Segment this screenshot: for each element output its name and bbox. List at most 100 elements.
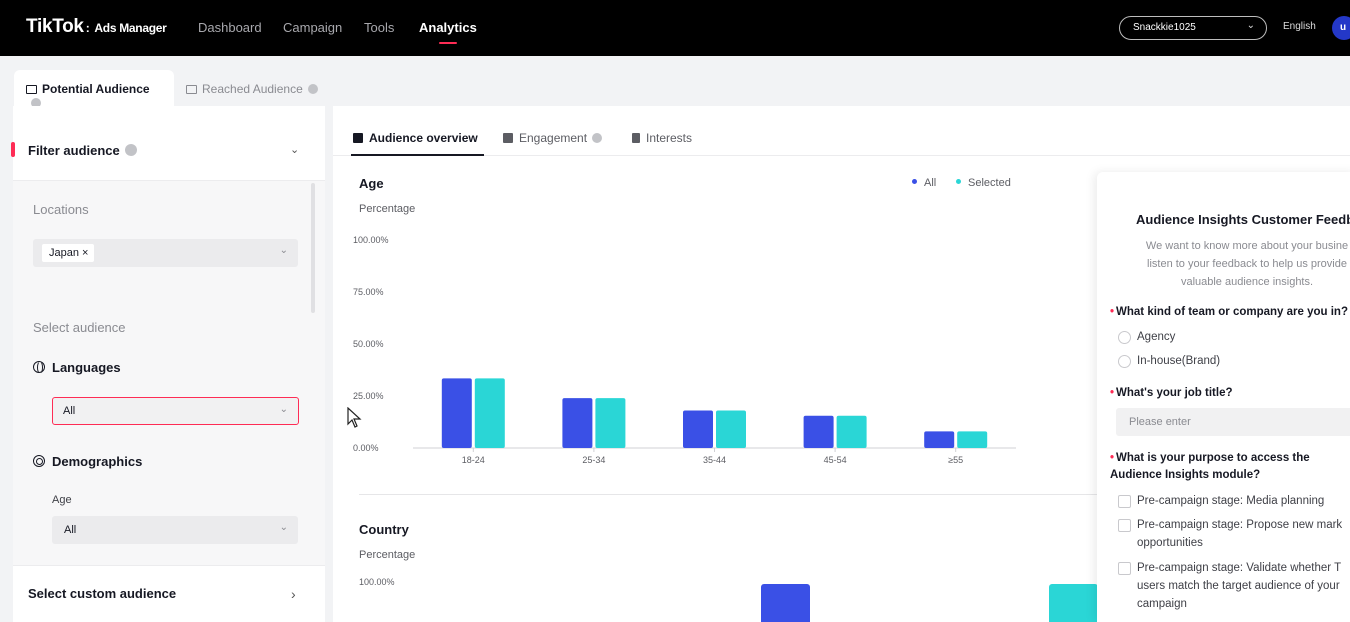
question-job-title: • What's your job title? [1110, 387, 1233, 399]
tab-engagement[interactable]: Engagement [503, 131, 603, 145]
checkbox-media-planning[interactable] [1118, 495, 1131, 508]
select-audience-label: Select audience [33, 320, 126, 335]
y-tick-label: 100.00% [353, 235, 389, 245]
bookmark-icon [632, 133, 640, 143]
country-ytick: 100.00% [359, 577, 395, 587]
locations-select[interactable]: Japan × ⌄ [33, 239, 298, 267]
account-name: Snackkie1025 [1133, 22, 1196, 33]
option-validate[interactable]: Pre-campaign stage: Validate whether T u… [1137, 562, 1341, 610]
job-title-input[interactable]: Please enter [1116, 408, 1350, 436]
nav-tools[interactable]: Tools [364, 20, 395, 35]
info-icon [31, 98, 41, 108]
avatar[interactable]: u [1332, 16, 1350, 40]
tab-label: Interests [646, 131, 693, 145]
option-media-planning[interactable]: Pre-campaign stage: Media planning [1137, 495, 1325, 507]
bar-selected-4 [957, 431, 988, 448]
filter-header[interactable]: Filter audience ⌄ [11, 106, 325, 181]
country-bar-selected [1049, 584, 1098, 622]
divider [359, 494, 1113, 495]
feedback-panel: Audience Insights Customer Feedb We want… [1097, 172, 1350, 622]
legend-dot [912, 179, 917, 184]
brand-name: TikTok [26, 16, 84, 37]
legend-dot [956, 179, 961, 184]
nav-campaign[interactable]: Campaign [283, 20, 343, 35]
tab-potential-audience[interactable]: Potential Audience [14, 70, 174, 108]
x-tick-label: 25-34 [582, 455, 605, 465]
scrollbar[interactable] [311, 183, 315, 313]
close-icon[interactable]: × [82, 247, 89, 259]
languages-value: All [63, 405, 76, 417]
locations-label: Locations [33, 202, 89, 217]
y-tick-label: 75.00% [353, 287, 384, 297]
video-icon [503, 133, 513, 143]
chevron-down-icon: ⌄ [1246, 20, 1255, 31]
radio-agency[interactable] [1118, 331, 1131, 344]
info-icon [592, 133, 603, 143]
checkbox-validate[interactable] [1118, 562, 1131, 575]
feedback-title: Audience Insights Customer Feedb [1136, 212, 1350, 227]
age-select[interactable]: All ⌄ [52, 516, 298, 544]
filter-title: Filter audience [28, 143, 137, 158]
audience-tabs: Potential Audience Reached Audience [0, 56, 1350, 108]
tab-label: Engagement [519, 131, 588, 145]
radio-inhouse[interactable] [1118, 355, 1131, 368]
brand-sub: Ads Manager [94, 21, 167, 35]
chevron-down-icon: ⌄ [279, 404, 288, 415]
bar-all-0 [441, 378, 472, 448]
feedback-description: We want to know more about your busine l… [1145, 240, 1349, 288]
languages-select[interactable]: All ⌄ [52, 397, 299, 425]
folder-icon [353, 133, 363, 143]
top-nav-bar: TikTok: Ads Manager Dashboard Campaign T… [0, 0, 1350, 56]
legend-selected[interactable]: Selected [956, 177, 1011, 189]
chevron-down-icon: ⌄ [279, 522, 288, 533]
x-tick-label: 45-54 [824, 455, 847, 465]
tiktok-logo[interactable]: TikTok: Ads Manager [26, 16, 167, 37]
language-selector[interactable]: English [1283, 21, 1316, 32]
filter-panel: Filter audience ⌄ Locations Japan × ⌄ Se… [11, 106, 325, 622]
demographics-icon [33, 455, 45, 467]
custom-audience-label: Select custom audience [28, 586, 177, 601]
bar-selected-1 [595, 398, 626, 448]
y-tick-label: 50.00% [353, 339, 384, 349]
select-custom-audience[interactable]: Select custom audience › [13, 565, 325, 622]
x-tick-label: 18-24 [462, 455, 485, 465]
legend-label: All [924, 177, 937, 189]
location-chip: Japan × [42, 244, 95, 262]
age-label: Age [52, 494, 72, 506]
checkbox-new-market[interactable] [1118, 519, 1131, 532]
info-icon [307, 84, 318, 94]
bar-selected-0 [474, 378, 505, 448]
tab-audience-overview[interactable]: Audience overview [351, 131, 484, 156]
audience-icon [186, 85, 197, 94]
chevron-down-icon[interactable]: ⌄ [290, 144, 300, 156]
option-inhouse[interactable]: In-house(Brand) [1137, 355, 1221, 367]
age-bar-chart: 100.00% 75.00% 50.00% 25.00% 0.00% 18-24 25-34… [353, 235, 1016, 465]
country-ylabel: Percentage [359, 549, 416, 561]
chevron-right-icon: › [291, 586, 296, 602]
tab-reached-audience[interactable]: Reached Audience [174, 70, 334, 106]
age-value: All [64, 524, 77, 536]
bar-selected-3 [836, 415, 867, 448]
globe-icon [33, 361, 45, 374]
question-purpose: • What is your purpose to access the Audi… [1110, 452, 1310, 481]
bar-all-3 [803, 415, 834, 448]
filter-body: Locations Japan × ⌄ Select audience Lang… [13, 181, 325, 565]
tab-label: Audience overview [369, 131, 478, 145]
age-ylabel: Percentage [359, 203, 416, 215]
option-agency[interactable]: Agency [1137, 331, 1176, 343]
tab-label: Reached Audience [202, 82, 303, 96]
nav-dashboard[interactable]: Dashboard [198, 20, 262, 35]
bar-selected-2 [716, 410, 746, 448]
y-tick-label: 0.00% [353, 443, 379, 453]
option-new-market[interactable]: Pre-campaign stage: Propose new mark opp… [1137, 519, 1343, 549]
tab-interests[interactable]: Interests [632, 131, 692, 145]
tab-label: Potential Audience [42, 82, 150, 96]
content-tabs: Audience overview Engagement Interests [333, 106, 1350, 156]
y-tick-label: 25.00% [353, 391, 384, 401]
age-card-title: Age [359, 176, 384, 191]
legend-all[interactable]: All [912, 177, 936, 189]
account-selector[interactable]: Snackkie1025 ⌄ [1119, 16, 1267, 40]
bar-all-1 [562, 398, 593, 448]
nav-analytics[interactable]: Analytics [419, 20, 477, 44]
info-icon [124, 144, 137, 156]
